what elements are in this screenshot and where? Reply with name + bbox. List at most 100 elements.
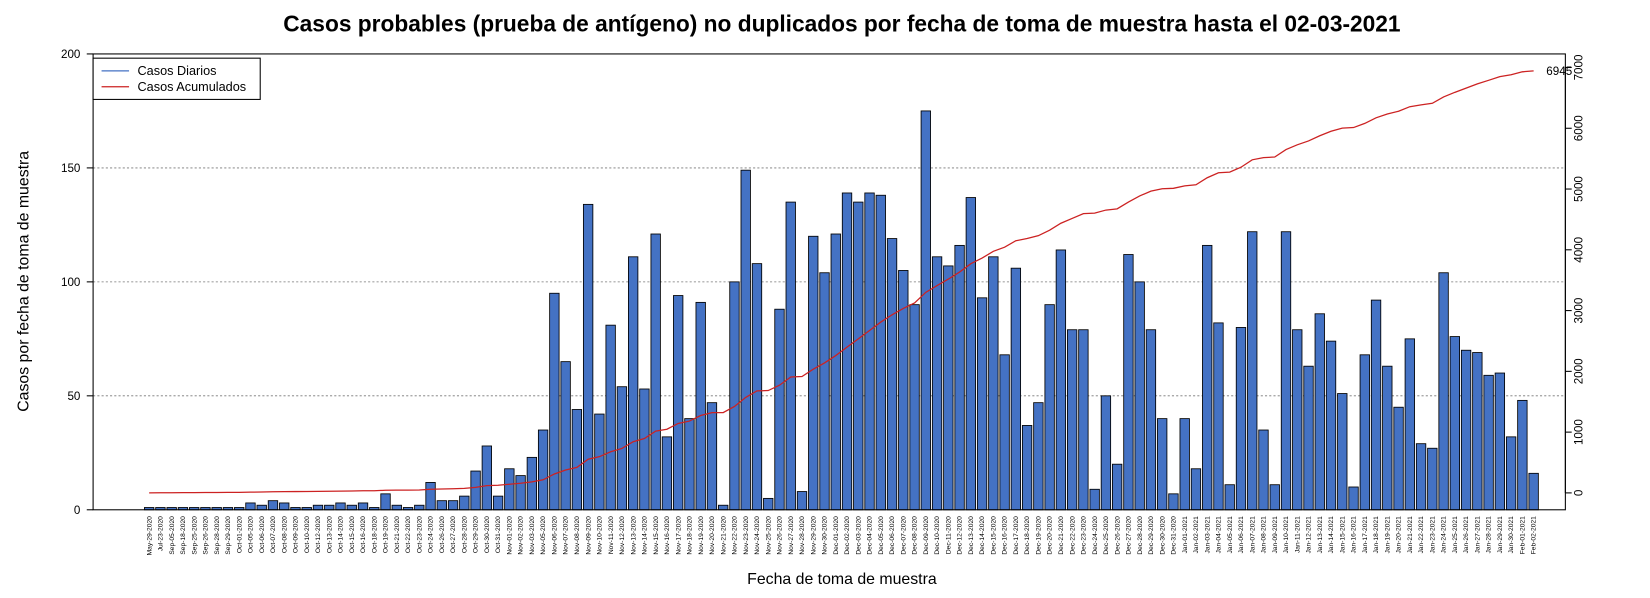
bar (740, 169, 751, 511)
x-tick-label: Oct-05-2020 (248, 516, 255, 553)
bar (1449, 336, 1460, 511)
bar (684, 418, 695, 511)
x-tick-label: Nov-05-2020 (540, 516, 547, 555)
x-tick-label: Dec-28-2020 (1137, 516, 1144, 555)
bar (414, 504, 425, 511)
x-tick-label: Oct-21-2020 (394, 516, 401, 553)
x-tick-label: Dec-02-2020 (844, 516, 851, 555)
x-tick-label: Dec-10-2020 (934, 516, 941, 555)
bar (515, 475, 526, 511)
x-tick-label: Sep-26-2020 (203, 516, 210, 555)
x-tick-label: Dec-24-2020 (1092, 516, 1099, 555)
x-tick-label: Dec-11-2020 (945, 516, 952, 554)
x-tick-label: Nov-17-2020 (675, 516, 682, 555)
x-tick-label: Dec-31-2020 (1171, 516, 1178, 555)
bar (763, 497, 774, 511)
y-tick-label: 50 (67, 390, 80, 403)
chart-title: Casos probables (prueba de antígeno) no … (283, 11, 1400, 37)
bar (1483, 374, 1494, 511)
bar (999, 354, 1010, 511)
x-tick-label: Dec-23-2020 (1081, 516, 1088, 555)
x-tick-label: Oct-12-2020 (315, 516, 322, 553)
x-tick-label: Dec-15-2020 (990, 516, 997, 555)
bar (1348, 486, 1359, 511)
bar (954, 244, 965, 511)
bar (1078, 329, 1089, 511)
x-tick-label: Nov-29-2020 (810, 516, 817, 555)
x-tick-label: Sep-28-2020 (214, 516, 221, 555)
x-tick-label: Dec-21-2020 (1058, 516, 1065, 555)
bar (875, 194, 886, 511)
x-tick-label: Jan-19-2021 (1384, 516, 1391, 554)
bar (1044, 304, 1055, 511)
x-tick-label: Jan-27-2021 (1474, 516, 1481, 554)
bar (256, 504, 267, 511)
x-tick-label: Nov-20-2020 (709, 516, 716, 555)
x-tick-label: Oct-30-2020 (484, 516, 491, 553)
x-tick-label: Dec-01-2020 (833, 516, 840, 555)
bar (549, 292, 560, 511)
y2-tick-label: 4000 (1572, 236, 1585, 262)
bar (988, 256, 999, 511)
x-tick-label: Dec-09-2020 (923, 516, 930, 555)
x-tick-label: Oct-26-2020 (439, 516, 446, 553)
bar (976, 297, 988, 511)
x-tick-label: Jul-23-2020 (158, 516, 165, 551)
bar (1415, 443, 1427, 511)
x-tick-label: Oct-13-2020 (326, 516, 333, 553)
bar (965, 197, 976, 511)
bar (1145, 329, 1157, 511)
x-tick-label: Dec-12-2020 (957, 516, 964, 555)
x-tick-label: Nov-02-2020 (518, 516, 525, 555)
bar (1337, 393, 1348, 511)
bar (819, 272, 830, 511)
bar (751, 263, 763, 511)
y-tick-label: 200 (61, 48, 81, 61)
x-tick-label: Oct-18-2020 (371, 516, 378, 553)
annotation: 6945 (1546, 65, 1572, 78)
x-tick-label: Dec-14-2020 (979, 516, 986, 555)
x-tick-label: Nov-09-2020 (585, 516, 592, 555)
bar (1382, 365, 1393, 511)
legend-label: Casos Acumulados (138, 80, 247, 94)
bar (931, 256, 943, 511)
x-tick-label: Sep-05-2020 (169, 516, 176, 555)
bar (537, 429, 549, 511)
x-tick-label: Oct-24-2020 (428, 516, 435, 553)
x-tick-label: Jan-25-2021 (1452, 516, 1459, 554)
bar (1325, 340, 1337, 511)
x-tick-label: Nov-14-2020 (642, 516, 649, 555)
x-tick-label: Dec-08-2020 (912, 516, 919, 555)
x-tick-label: Jan-20-2021 (1396, 516, 1403, 554)
bar (1134, 281, 1145, 511)
bar (1247, 231, 1258, 511)
x-tick-label: Jan-02-2021 (1193, 516, 1200, 554)
x-tick-label: Dec-22-2020 (1069, 516, 1076, 555)
bar (1269, 484, 1280, 511)
bar (909, 304, 920, 511)
x-tick-label: Jan-28-2021 (1486, 516, 1493, 554)
x-tick-label: Jan-01-2021 (1182, 516, 1189, 554)
bar (447, 500, 459, 511)
x-tick-label: Jan-21-2021 (1407, 516, 1414, 554)
bar (943, 265, 954, 511)
bar (706, 402, 718, 511)
x-tick-label: Dec-06-2020 (889, 516, 896, 555)
bar (526, 456, 538, 511)
bar (1202, 244, 1213, 511)
y2-tick-label: 5000 (1572, 176, 1585, 202)
bar (661, 436, 673, 511)
bar (695, 301, 706, 511)
bar (1393, 406, 1404, 511)
x-tick-label: Jan-06-2021 (1238, 516, 1245, 554)
bar (1179, 418, 1190, 511)
x-tick-label: Nov-25-2020 (765, 516, 772, 555)
x-tick-label: Dec-13-2020 (968, 516, 975, 555)
x-tick-label: Dec-07-2020 (900, 516, 907, 555)
bar (492, 495, 504, 511)
y-tick-label: 150 (61, 162, 81, 175)
bar (864, 192, 875, 511)
x-tick-label: Oct-31-2020 (495, 516, 502, 553)
legend-label: Casos Diarios (138, 64, 217, 78)
x-tick-label: Jan-15-2021 (1339, 516, 1346, 554)
